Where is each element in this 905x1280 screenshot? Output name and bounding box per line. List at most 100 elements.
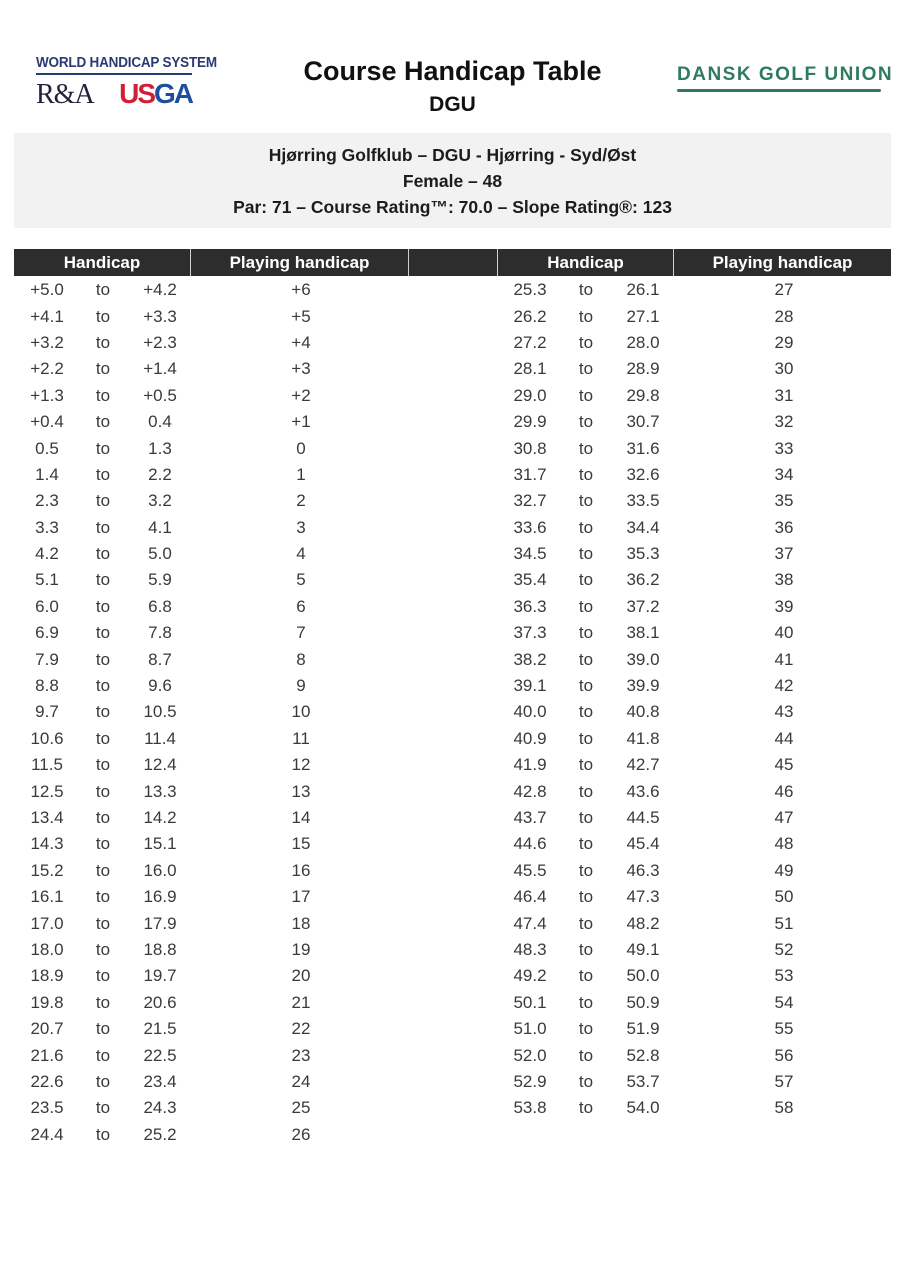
table-row: 37.3 to 38.1 40	[497, 620, 891, 646]
playing-handicap: 26	[291, 1124, 311, 1144]
handicap-to: 39.0	[626, 649, 660, 669]
course-info-ratings: Par: 71 – Course Rating™: 70.0 – Slope R…	[233, 196, 672, 217]
table-row: 40.9 to 41.8 44	[497, 726, 891, 752]
table-row: 51.0 to 51.9 55	[497, 1016, 891, 1042]
usga-logo-us: US	[119, 78, 156, 109]
handicap-from: +2.2	[30, 359, 64, 379]
handicap-to: 10.5	[143, 702, 177, 722]
handicap-from: 52.9	[513, 1071, 547, 1091]
handicap-to: 0.4	[148, 412, 172, 432]
playing-handicap: +2	[291, 385, 311, 405]
handicap-to: 28.9	[626, 359, 660, 379]
handicap-to: 11.4	[144, 728, 176, 748]
whs-brands: R&A USGA	[36, 78, 194, 111]
range-separator: to	[578, 544, 594, 564]
handicap-to: 37.2	[626, 596, 660, 616]
range-separator: to	[95, 306, 111, 326]
range-separator: to	[578, 781, 594, 801]
page-title: Course Handicap Table	[303, 56, 602, 86]
table-row: 43.7 to 44.5 47	[497, 805, 891, 831]
handicap-from: 28.1	[513, 359, 547, 379]
playing-handicap: 1	[296, 464, 306, 484]
range-separator: to	[95, 1124, 111, 1144]
table-row: 4.2 to 5.0 4	[14, 541, 408, 567]
table-row: 28.1 to 28.9 30	[497, 356, 891, 382]
range-separator: to	[578, 491, 594, 511]
range-separator: to	[578, 332, 594, 352]
handicap-to: 8.7	[148, 649, 172, 669]
range-separator: to	[578, 939, 594, 959]
range-separator: to	[578, 359, 594, 379]
playing-handicap: 40	[774, 623, 794, 643]
range-separator: to	[578, 280, 594, 300]
playing-handicap: 12	[291, 755, 311, 775]
handicap-from: 26.2	[513, 306, 547, 326]
course-info-club: Hjørring Golfklub – DGU - Hjørring - Syd…	[268, 144, 637, 165]
course-info-gender-tee: Female – 48	[402, 170, 503, 191]
range-separator: to	[578, 385, 594, 405]
range-separator: to	[95, 280, 111, 300]
whs-logo-text: WORLD HANDICAP SYSTEM	[36, 55, 217, 71]
table-row: 29.9 to 30.7 32	[497, 409, 891, 435]
table-row: 31.7 to 32.6 34	[497, 462, 891, 488]
range-separator: to	[578, 966, 594, 986]
playing-handicap: 11	[292, 728, 310, 748]
handicap-to: +0.5	[143, 385, 177, 405]
handicap-to: 41.8	[626, 728, 660, 748]
handicap-to: +1.4	[143, 359, 177, 379]
table-row: 40.0 to 40.8 43	[497, 699, 891, 725]
handicap-to: 3.2	[148, 491, 172, 511]
handicap-to: 21.5	[143, 1019, 177, 1039]
handicap-from: 37.3	[513, 623, 547, 643]
range-separator: to	[95, 359, 111, 379]
handicap-from: 2.3	[35, 491, 59, 511]
table-row: 12.5 to 13.3 13	[14, 778, 408, 804]
table-row: 34.5 to 35.3 37	[497, 541, 891, 567]
table-row: 24.4 to 25.2 26	[14, 1122, 408, 1148]
table-row: 13.4 to 14.2 14	[14, 805, 408, 831]
table-row: +1.3 to +0.5 +2	[14, 383, 408, 409]
range-separator: to	[95, 676, 111, 696]
range-separator: to	[95, 808, 111, 827]
handicap-from: 24.4	[30, 1124, 64, 1144]
handicap-to: 30.7	[626, 412, 660, 432]
table-row: 52.0 to 52.8 56	[497, 1042, 891, 1068]
table-row: 18.9 to 19.7 20	[14, 963, 408, 989]
range-separator: to	[578, 728, 594, 748]
table-row: 17.0 to 17.9 18	[14, 910, 408, 936]
table-row: 25.3 to 26.1 27	[497, 277, 891, 303]
range-separator: to	[578, 755, 594, 775]
table-row: 27.2 to 28.0 29	[497, 330, 891, 356]
handicap-from: 7.9	[35, 649, 59, 669]
handicap-to: 35.3	[626, 544, 660, 564]
table-row: 53.8 to 54.0 58	[497, 1095, 891, 1121]
handicap-from: 18.9	[30, 966, 64, 986]
playing-handicap: 4	[296, 544, 306, 564]
handicap-from: 6.0	[35, 596, 59, 616]
range-separator: to	[95, 332, 111, 352]
playing-handicap: 45	[774, 755, 794, 775]
table-row: 0.5 to 1.3 0	[14, 435, 408, 461]
playing-handicap: 20	[291, 966, 311, 986]
range-separator: to	[95, 1098, 111, 1118]
handicap-from: 1.4	[35, 464, 59, 484]
playing-handicap: 36	[774, 517, 794, 537]
playing-handicap: +6	[291, 280, 311, 300]
range-separator: to	[578, 306, 594, 326]
range-separator: to	[95, 544, 111, 564]
playing-handicap: 38	[774, 570, 794, 590]
table-row: 44.6 to 45.4 48	[497, 831, 891, 857]
range-separator: to	[578, 464, 594, 484]
handicap-from: 21.6	[30, 1045, 64, 1065]
handicap-from: 52.0	[513, 1045, 547, 1065]
handicap-to: 46.3	[626, 860, 660, 880]
playing-handicap: 21	[291, 992, 311, 1012]
range-separator: to	[95, 992, 111, 1012]
handicap-to: 5.0	[148, 544, 172, 564]
playing-handicap: 9	[296, 676, 306, 696]
playing-handicap: +1	[291, 412, 311, 432]
handicap-to: 29.8	[626, 385, 660, 405]
table-row: 50.1 to 50.9 54	[497, 990, 891, 1016]
table-row: 35.4 to 36.2 38	[497, 567, 891, 593]
range-separator: to	[95, 412, 111, 432]
